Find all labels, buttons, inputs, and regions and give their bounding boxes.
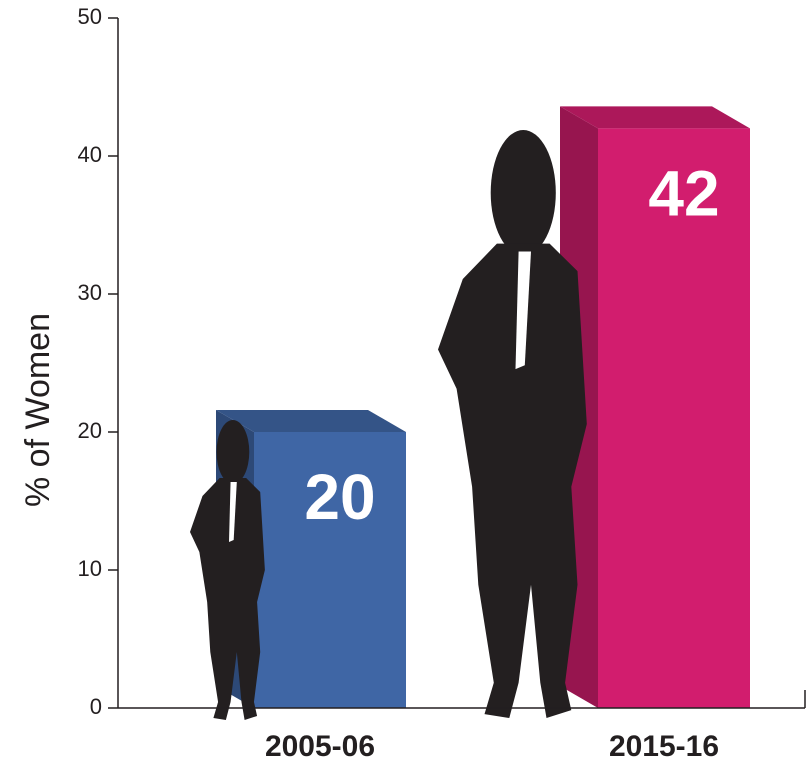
y-tick-label: 50 [78,4,102,29]
y-tick-label: 40 [78,142,102,167]
x-tick-label: 2005-06 [265,730,375,763]
y-tick-label: 10 [78,556,102,581]
value-label: 42 [648,157,719,229]
y-tick-label: 0 [90,694,102,719]
labels: 2005-06 20 2015-16 42 [265,157,720,763]
bar-top [216,410,406,432]
bar-top [560,106,750,129]
bar [598,128,750,708]
bar [254,432,406,708]
y-tick-label: 20 [78,418,102,443]
x-tick-label: 2015-16 [609,730,719,763]
bars [216,106,750,708]
y-axis-label: % of Women [19,313,57,507]
y-tick-label: 30 [78,280,102,305]
value-label: 20 [304,461,375,533]
